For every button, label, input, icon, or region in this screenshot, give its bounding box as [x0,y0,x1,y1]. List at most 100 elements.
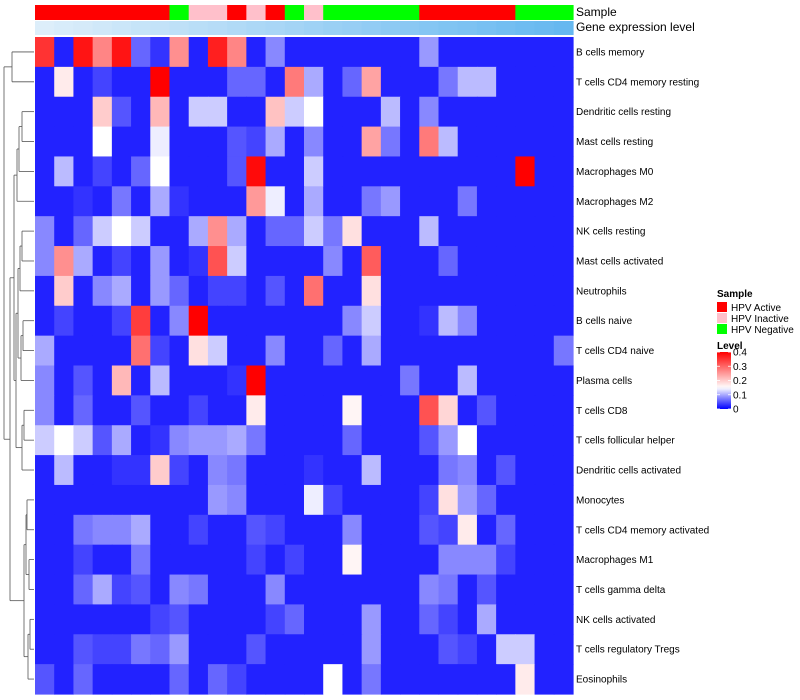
heatmap-cell [265,37,286,68]
heatmap-cell [207,37,228,68]
heatmap-cell [515,455,536,486]
heatmap-cell [304,186,324,217]
heatmap-cell [515,425,536,456]
heatmap-cell [54,246,75,277]
heatmap-cell [284,66,305,98]
heatmap-cell [361,305,382,337]
heatmap-cell [92,574,113,606]
heatmap-cell [515,395,536,426]
heatmap-cell [496,216,516,247]
heatmap-cell [188,96,209,128]
heatmap-cell [207,216,228,247]
expression-annotation-cell [111,21,132,35]
heatmap-cell [323,574,344,606]
heatmap-cell [419,305,440,337]
heatmap-cell [419,574,440,606]
heatmap-cell [515,544,536,576]
heatmap-cell [188,574,209,606]
heatmap-cell [476,395,497,426]
heatmap-cell [496,37,516,68]
heatmap-cell [496,484,516,516]
heatmap-cell [553,275,574,307]
heatmap-cell [323,455,344,486]
heatmap-cell [35,634,55,665]
heatmap-cell [476,604,497,635]
heatmap-cell [227,544,247,576]
heatmap-cell [284,335,305,367]
heatmap-cell [35,305,55,337]
heatmap-cell [304,365,324,396]
heatmap-cell [457,37,478,68]
heatmap-cell [284,365,305,396]
heatmap-cell [304,484,324,516]
heatmap-cell [188,246,209,277]
heatmap-cell [227,395,247,426]
heatmap-cell [73,365,94,396]
expression-annotation-cell [515,21,536,35]
level-tick-label: 0 [733,405,739,416]
heatmap-cell [438,156,459,187]
heatmap-cell [380,186,401,217]
heatmap-cell [419,544,440,576]
heatmap-cell [419,335,440,367]
heatmap-cell [207,455,228,486]
row-label: Plasma cells [576,376,632,387]
heatmap-cell [284,484,305,516]
heatmap-cell [169,305,190,337]
heatmap-cell [457,604,478,635]
heatmap-cell [54,37,75,68]
heatmap-cell [111,455,132,486]
heatmap-cell [111,574,132,606]
heatmap-cell [188,395,209,426]
heatmap-cell [35,425,55,456]
heatmap-cell [534,156,555,187]
heatmap-cell [150,574,171,606]
heatmap-cell [342,37,363,68]
heatmap-cell [438,395,459,426]
heatmap-cell [457,365,478,396]
heatmap-cell [111,37,132,68]
heatmap-cell [342,634,363,665]
heatmap-cell [227,514,247,546]
heatmap-cell [169,604,190,635]
heatmap-cell [496,514,516,546]
row-label: T cells CD4 memory activated [576,525,709,536]
heatmap-cell [438,455,459,486]
heatmap-cell [92,544,113,576]
heatmap-cell [284,96,305,128]
heatmap-cell [342,544,363,576]
heatmap-cell [265,484,286,516]
heatmap-cell [92,514,113,546]
heatmap-cell [207,156,228,187]
heatmap-cell [73,275,94,307]
heatmap-cell [73,455,94,486]
heatmap-cell [131,37,151,68]
heatmap-cell [131,634,151,665]
heatmap-cell [227,425,247,456]
heatmap-cell [54,66,75,98]
heatmap-cell [400,275,420,307]
heatmap-cell [419,455,440,486]
heatmap-cell [361,544,382,576]
heatmap-cell [73,544,94,576]
heatmap-cell [92,455,113,486]
heatmap-cell [342,96,363,128]
expression-annotation-cell [534,21,555,35]
heatmap-cell [323,604,344,635]
heatmap-cell [342,664,363,695]
heatmap-cell [553,126,574,158]
heatmap-cell [35,66,55,98]
heatmap-cell [111,425,132,456]
heatmap-cell [515,156,536,187]
heatmap-cell [92,425,113,456]
heatmap-cell [227,96,247,128]
heatmap-cell [227,37,247,68]
row-label: Mast cells activated [576,256,663,267]
expression-annotation-cell [496,21,516,35]
heatmap-cell [457,425,478,456]
heatmap-cell [534,395,555,426]
heatmap-cell [342,604,363,635]
heatmap-cell [515,66,536,98]
heatmap-cell [553,186,574,217]
row-label: T cells CD8 [576,406,628,417]
